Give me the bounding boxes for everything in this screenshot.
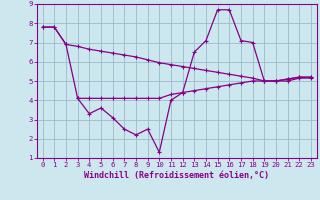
X-axis label: Windchill (Refroidissement éolien,°C): Windchill (Refroidissement éolien,°C)	[84, 171, 269, 180]
